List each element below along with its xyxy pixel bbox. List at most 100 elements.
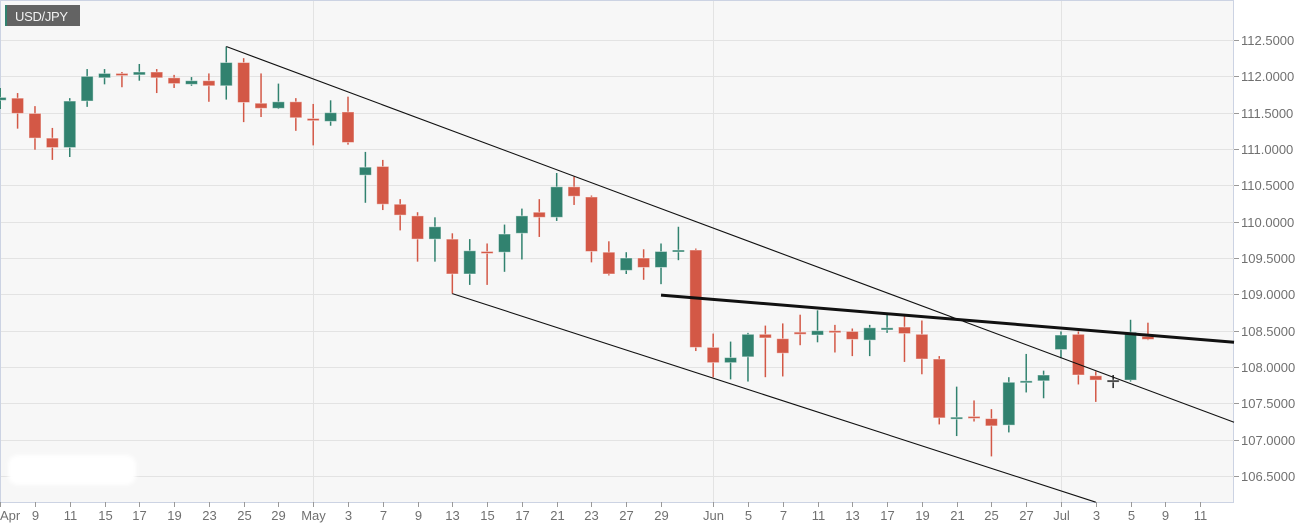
candle-body [532, 211, 546, 218]
candle [219, 46, 233, 100]
resistance-line [660, 293, 1235, 344]
candle [393, 199, 407, 231]
candle-body [706, 346, 720, 364]
candle [115, 71, 129, 88]
candle [324, 100, 338, 126]
x-tick-label: 3 [1093, 508, 1100, 523]
candle-body [271, 101, 285, 109]
candle [167, 74, 181, 88]
candle-body [515, 215, 529, 234]
candle-body [115, 72, 129, 77]
x-tick-label: 11 [64, 508, 78, 523]
candle-body [341, 111, 355, 143]
x-tick-label: 15 [480, 508, 494, 523]
x-tick-label: 27 [619, 508, 633, 523]
y-tick-label: 109.0000 [1241, 287, 1295, 302]
y-tick-label: 110.5000 [1241, 178, 1294, 193]
candle-body [0, 96, 7, 101]
watermark-blur [8, 455, 136, 485]
x-tick-label: 23 [584, 508, 598, 523]
candle [463, 239, 477, 285]
candle-body [184, 80, 198, 85]
trendlines [226, 46, 1235, 503]
x-tick-label: 19 [915, 508, 929, 523]
candle-body [1089, 375, 1103, 381]
candle [358, 151, 372, 203]
candle [567, 176, 581, 205]
candle-body [776, 338, 790, 354]
candle [132, 63, 146, 81]
x-tick-label: Apr [0, 508, 21, 523]
y-tick-label: 110.0000 [1241, 215, 1294, 230]
candle-body [845, 330, 859, 340]
candle [515, 208, 529, 260]
candle-body [984, 418, 998, 427]
candle [689, 248, 703, 352]
candle [306, 103, 320, 146]
x-tick-label: 7 [780, 508, 787, 523]
candle [63, 98, 77, 157]
candle [202, 73, 216, 102]
candle-body [619, 257, 633, 271]
candle [98, 69, 112, 85]
x-tick-label: 19 [167, 508, 181, 523]
candle [1054, 331, 1068, 359]
candle-body [11, 97, 25, 114]
x-tick-label: 25 [237, 508, 251, 523]
candle [915, 320, 929, 375]
x-tick-label: 11 [812, 508, 826, 523]
candle-body [1037, 374, 1051, 382]
candle [793, 314, 807, 346]
candle-body [828, 330, 842, 334]
x-tick-label: 9 [32, 508, 39, 523]
x-tick-label: 29 [654, 508, 668, 523]
candle-body [1106, 379, 1120, 383]
candle-body [498, 233, 512, 253]
candle-body [1002, 381, 1016, 426]
x-tick-label: 23 [202, 508, 216, 523]
x-tick-label: 21 [950, 508, 964, 523]
candle-body [584, 196, 598, 252]
x-tick-label: 27 [1019, 508, 1033, 523]
x-tick-label: 3 [345, 508, 352, 523]
candle [411, 212, 425, 262]
candle-body [654, 250, 668, 268]
lower-channel-line [452, 293, 1096, 503]
candle [237, 58, 251, 123]
candle-body [393, 203, 407, 216]
candle [897, 316, 911, 362]
y-tick-label: 112.5000 [1241, 33, 1294, 48]
y-tick-label: 109.5000 [1241, 251, 1295, 266]
candle [445, 233, 459, 294]
candle-body [202, 80, 216, 87]
candle-body [602, 251, 616, 275]
candle-body [932, 358, 946, 419]
y-tick-label: 111.0000 [1241, 142, 1293, 157]
y-tick-label: 107.0000 [1241, 433, 1295, 448]
candle-body [671, 249, 685, 253]
x-tick-label: May [301, 508, 326, 523]
candle [967, 400, 981, 422]
candle [480, 243, 494, 285]
candle [619, 252, 633, 274]
x-tick-label: 9 [1162, 508, 1169, 523]
candle [0, 87, 7, 110]
candle [950, 386, 964, 437]
candle-body [45, 137, 59, 149]
candle [724, 341, 738, 380]
candle [741, 332, 755, 382]
candle [150, 69, 164, 94]
candle [932, 356, 946, 425]
y-tick-label: 108.5000 [1241, 324, 1295, 339]
x-tick-label: 5 [745, 508, 752, 523]
x-tick-label: Jul [1053, 508, 1070, 523]
candle-body [411, 215, 425, 240]
x-tick-label: Jun [703, 508, 724, 523]
candle [1124, 319, 1138, 382]
plot-area [0, 0, 1234, 503]
candle [341, 96, 355, 145]
gridlines [1, 1, 1234, 502]
candle [863, 324, 877, 357]
candle [776, 323, 790, 377]
y-tick-label: 106.5000 [1241, 469, 1295, 484]
